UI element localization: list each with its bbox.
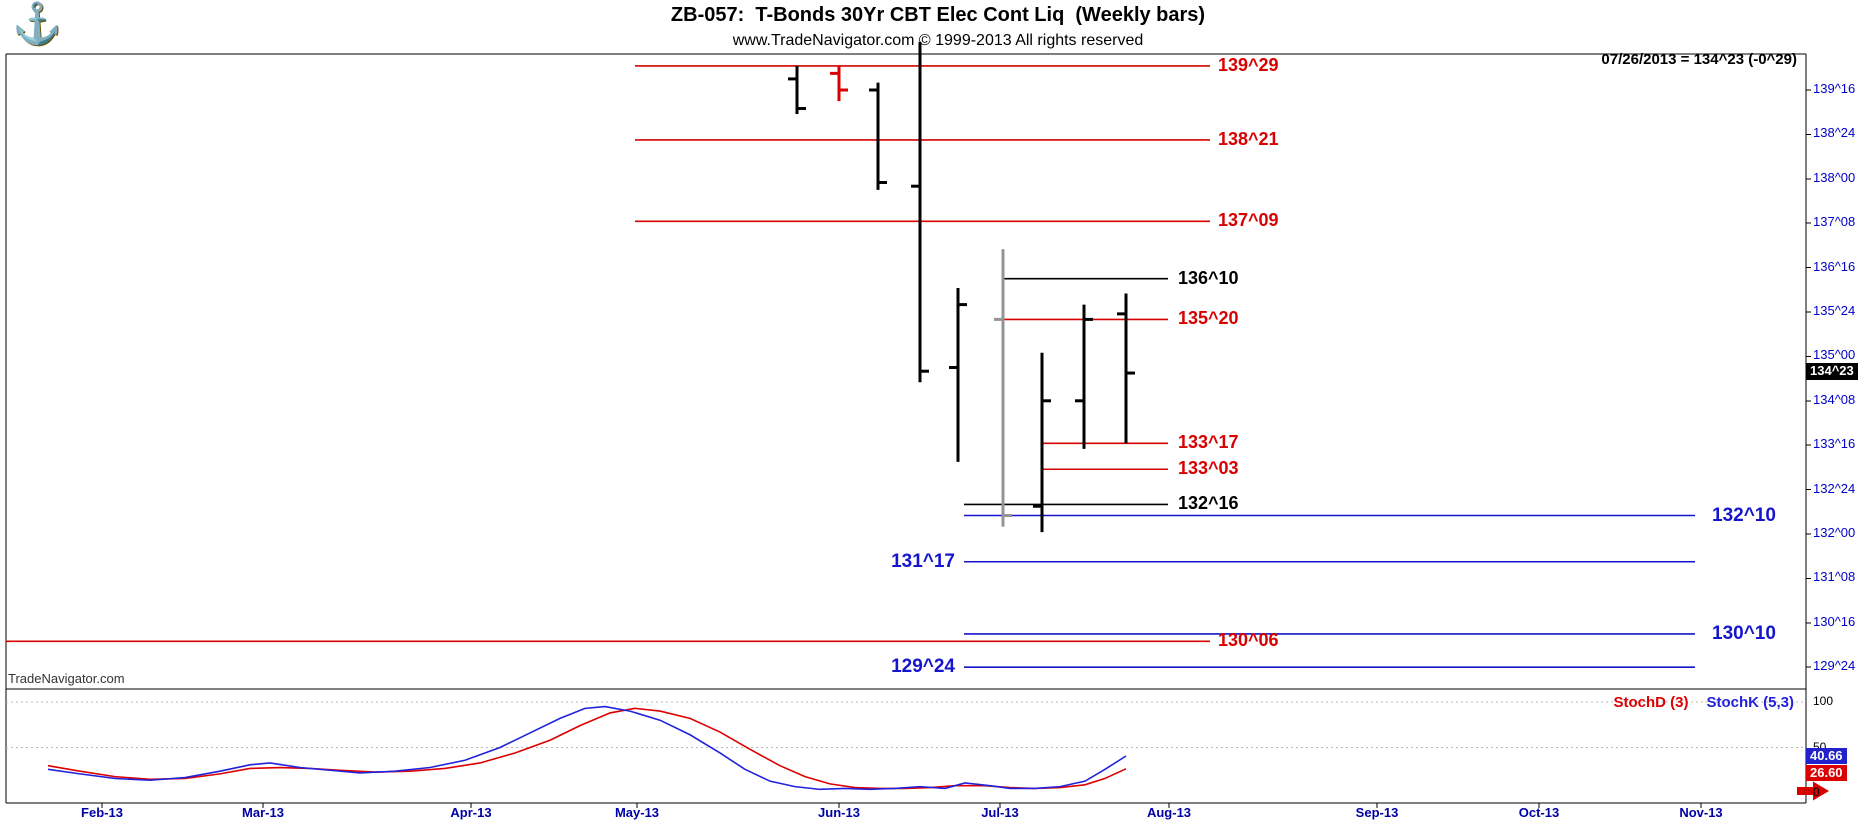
scroll-right-arrow-icon[interactable] — [1797, 781, 1829, 801]
stochastic-legend: StochD (3) StochK (5,3) — [1613, 694, 1794, 711]
stochk-legend-label[interactable]: StochK (5,3) — [1706, 694, 1794, 711]
stochk-line — [47, 705, 1127, 791]
chart-title: ZB-057: T-Bonds 30Yr CBT Elec Cont Liq (… — [670, 4, 1206, 26]
tradenavigator-watermark: TradeNavigator.com — [8, 671, 125, 686]
trade-navigator-anchor-logo-icon: ⚓ — [12, 2, 62, 46]
stochd-legend-label[interactable]: StochD (3) — [1613, 694, 1689, 711]
last-quote-readout: 07/26/2013 = 134^23 (-0^29) — [1601, 51, 1797, 68]
stochd-line — [47, 707, 1127, 790]
chart-copyright-subtitle: www.TradeNavigator.com © 1999-2013 All r… — [732, 32, 1144, 49]
